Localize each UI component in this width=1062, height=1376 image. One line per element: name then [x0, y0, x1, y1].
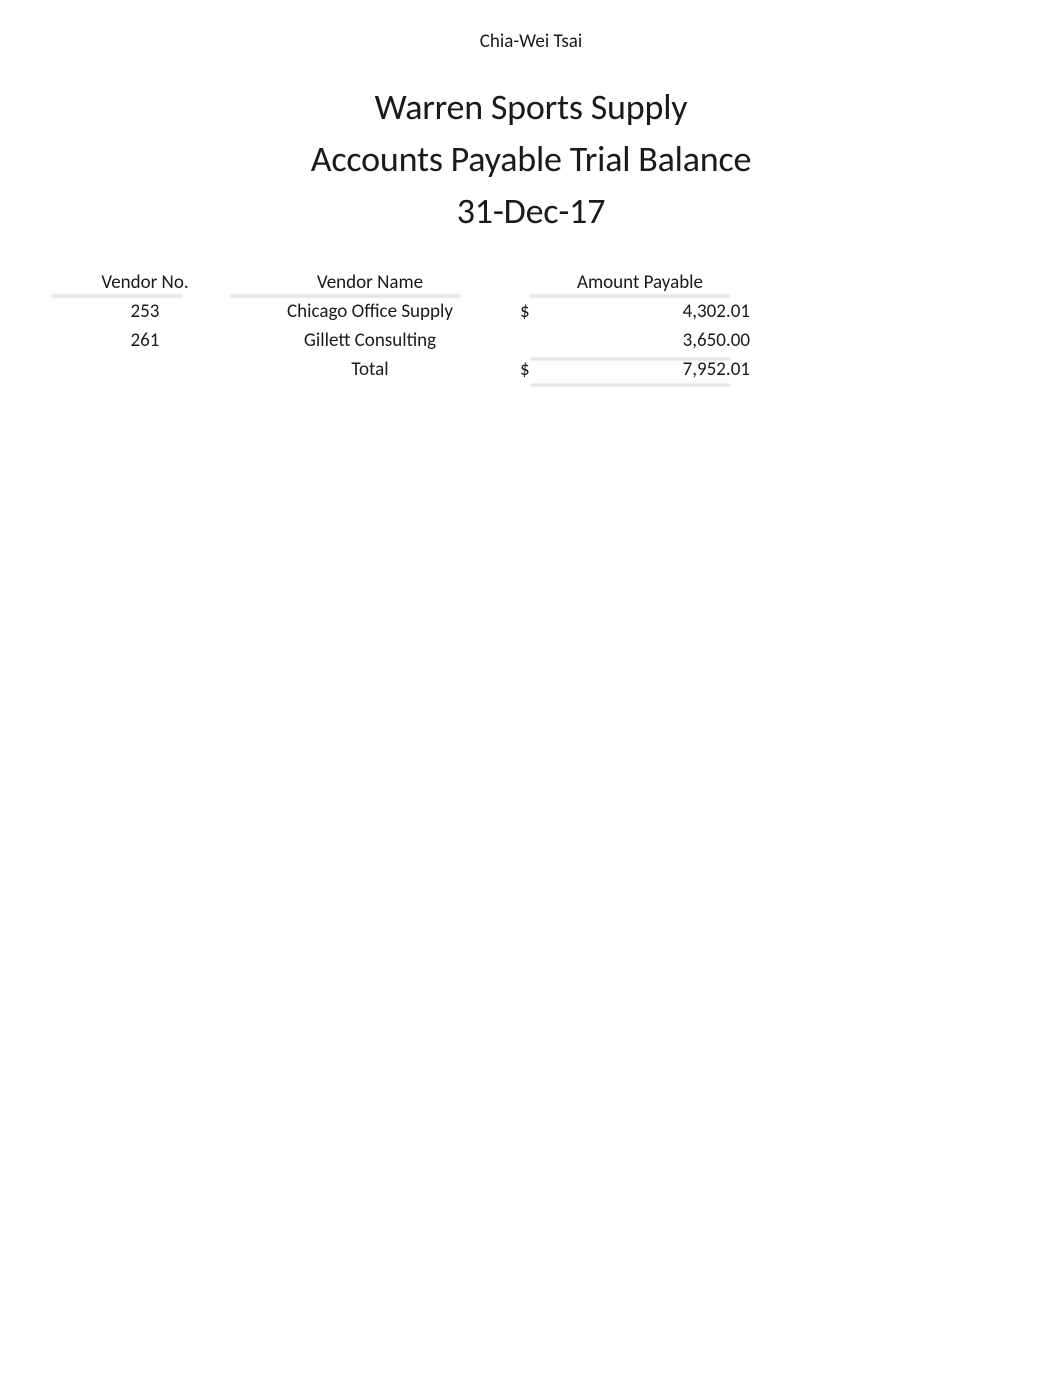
- currency-symbol: $: [520, 300, 530, 323]
- cell-amount: 3,650.00: [510, 329, 770, 352]
- cell-vendor-no: 261: [60, 329, 230, 352]
- cell-amount: $ 4,302.01: [510, 300, 770, 323]
- table-row: 261 Gillett Consulting 3,650.00: [60, 326, 1002, 355]
- highlight-bar: [530, 382, 730, 388]
- col-header-vendor-name: Vendor Name: [230, 271, 510, 294]
- table-row: 253 Chicago Office Supply $ 4,302.01: [60, 297, 1002, 326]
- report-title: Accounts Payable Trial Balance: [0, 133, 1062, 185]
- table-header-row: Vendor No. Vendor Name Amount Payable: [60, 268, 1002, 297]
- cell-total-label: Total: [230, 358, 510, 381]
- table-total-row: Total $ 7,952.01: [60, 355, 1002, 384]
- author-name: Chia-Wei Tsai: [0, 0, 1062, 53]
- report-header: Warren Sports Supply Accounts Payable Tr…: [0, 81, 1062, 238]
- cell-vendor-no: 253: [60, 300, 230, 323]
- amount-value: 3,650.00: [520, 329, 750, 352]
- amount-value: 4,302.01: [530, 300, 750, 323]
- cell-vendor-name: Chicago Office Supply: [230, 300, 510, 323]
- currency-symbol: $: [520, 358, 530, 381]
- cell-vendor-name: Gillett Consulting: [230, 329, 510, 352]
- col-header-amount-payable: Amount Payable: [510, 271, 770, 294]
- amount-value: 7,952.01: [530, 358, 750, 381]
- trial-balance-table: Vendor No. Vendor Name Amount Payable 25…: [0, 268, 1062, 384]
- col-header-vendor-no: Vendor No.: [60, 271, 230, 294]
- company-name: Warren Sports Supply: [0, 81, 1062, 133]
- cell-total-amount: $ 7,952.01: [510, 358, 770, 381]
- as-of-date: 31-Dec-17: [0, 185, 1062, 237]
